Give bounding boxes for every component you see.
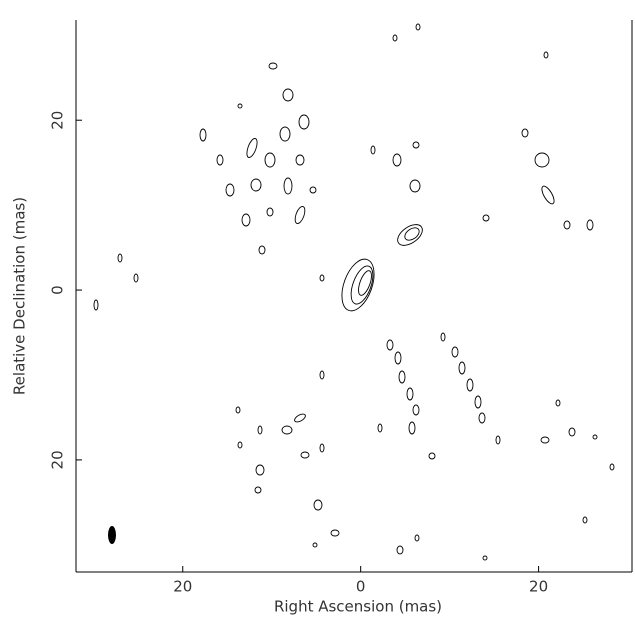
y-tick-label: 20 [49, 450, 67, 469]
x-axis-label: Right Ascension (mas) [274, 598, 442, 616]
contours [94, 24, 614, 560]
chart: Right Ascension (mas) Relative Declinati… [0, 0, 635, 622]
x-tick-label: 20 [529, 578, 548, 596]
y-tick-label: 20 [49, 111, 67, 130]
x-tick-label: 0 [356, 578, 366, 596]
x-tick-label: 20 [173, 578, 192, 596]
y-axis-label: Relative Declination (mas) [11, 197, 29, 395]
beam [108, 526, 116, 544]
y-tick-label: 0 [49, 285, 67, 295]
